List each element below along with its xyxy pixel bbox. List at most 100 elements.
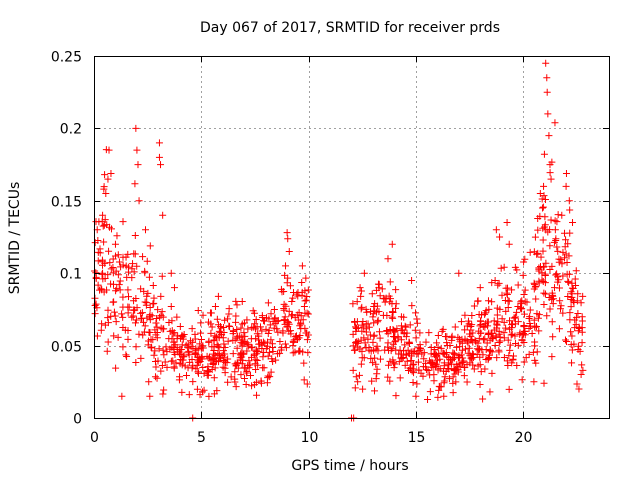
data-point [552,235,560,243]
data-point [455,335,463,343]
data-point [289,349,297,357]
data-point [92,300,100,308]
data-point [154,306,162,314]
data-point [284,319,292,327]
data-point [468,355,476,363]
data-point [565,197,573,205]
data-point [562,182,570,190]
data-point [208,365,216,373]
data-point [300,359,308,367]
data-point [575,323,583,331]
data-point [91,302,99,310]
data-point [406,321,414,329]
data-point [461,311,469,319]
data-point [549,333,557,341]
data-point [568,293,576,301]
data-point [143,299,151,307]
data-point [518,297,526,305]
data-point [167,269,175,277]
data-point [548,353,556,361]
data-point [248,344,256,352]
data-point [200,386,208,394]
data-point [440,379,448,387]
data-point [492,226,500,234]
data-point [535,311,543,319]
data-point [559,272,567,280]
data-point [115,281,123,289]
data-point [440,359,448,367]
data-point [295,316,303,324]
data-point [513,308,521,316]
data-point [209,360,217,368]
data-point [541,196,549,204]
data-point [216,329,224,337]
data-point [448,332,456,340]
data-point [243,347,251,355]
data-point [371,300,379,308]
data-point [367,308,375,316]
data-point [432,350,440,358]
data-point [114,251,122,259]
data-point [207,309,215,317]
data-point [578,317,586,325]
data-point [133,146,141,154]
data-point [238,297,246,305]
data-point [159,390,167,398]
data-point [500,263,508,271]
data-point [197,354,205,362]
data-point [493,321,501,329]
data-point [578,361,586,369]
data-point [137,285,145,293]
data-point [516,330,524,338]
data-point [520,322,528,330]
data-point [247,335,255,343]
data-point [372,360,380,368]
data-point [238,333,246,341]
data-point [124,250,132,258]
data-point [213,315,221,323]
data-point [283,229,291,237]
data-point [520,358,528,366]
data-point [144,289,152,297]
data-point [365,323,373,331]
data-point [365,343,373,351]
data-point [439,325,447,333]
data-point [151,373,159,381]
data-point [286,282,294,290]
data-point [103,347,111,355]
data-point [530,316,538,324]
data-point [114,333,122,341]
data-point [433,339,441,347]
data-point [210,336,218,344]
data-point [248,382,256,390]
data-point [567,341,575,349]
data-point [541,213,549,221]
data-point [299,348,307,356]
data-point [149,282,157,290]
data-point [504,304,512,312]
data-point [284,235,292,243]
data-point [427,363,435,371]
data-point [543,312,551,320]
data-point [506,325,514,333]
data-point [384,330,392,338]
data-point [373,365,381,373]
data-point [507,331,515,339]
x-tick-label: 15 [408,430,426,446]
data-point [253,346,261,354]
data-point [467,326,475,334]
x-tick-label: 10 [301,430,319,446]
data-point [412,334,420,342]
data-point [540,301,548,309]
data-point [534,226,542,234]
data-point [131,180,139,188]
data-point [528,329,536,337]
data-point [379,311,387,319]
data-point [564,293,572,301]
data-point [562,236,570,244]
data-point [198,388,206,396]
data-point [267,368,275,376]
data-point [260,317,268,325]
data-point [210,374,218,382]
